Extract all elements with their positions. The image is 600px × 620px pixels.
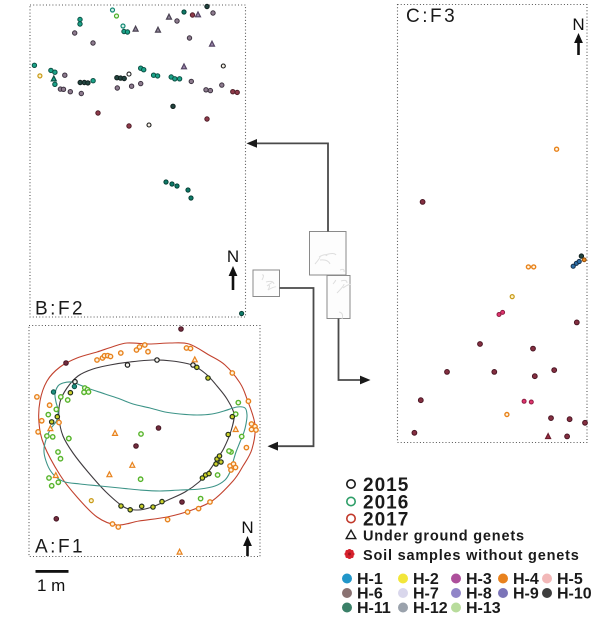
svg-text:C:F3: C:F3 bbox=[406, 6, 457, 27]
svg-text:H-10: H-10 bbox=[557, 586, 592, 603]
svg-text:H-7: H-7 bbox=[413, 586, 439, 603]
svg-text:N: N bbox=[572, 15, 584, 34]
svg-text:N: N bbox=[241, 518, 253, 537]
svg-text:H-13: H-13 bbox=[466, 600, 501, 617]
svg-text:2016: 2016 bbox=[363, 493, 409, 514]
svg-text:H-8: H-8 bbox=[466, 586, 492, 603]
svg-text:H-5: H-5 bbox=[557, 571, 583, 588]
svg-text:H-3: H-3 bbox=[466, 571, 492, 588]
svg-text:H-2: H-2 bbox=[413, 571, 439, 588]
svg-text:A:F1: A:F1 bbox=[35, 537, 85, 558]
svg-text:H-11: H-11 bbox=[357, 600, 391, 617]
svg-text:2017: 2017 bbox=[363, 510, 409, 531]
svg-text:H-9: H-9 bbox=[513, 586, 539, 603]
svg-text:H-4: H-4 bbox=[513, 571, 539, 588]
svg-text:H-6: H-6 bbox=[357, 586, 383, 603]
svg-text:2015: 2015 bbox=[363, 475, 409, 496]
svg-text:H-12: H-12 bbox=[413, 600, 448, 617]
svg-text:N: N bbox=[227, 247, 239, 266]
svg-text:Under ground genets: Under ground genets bbox=[363, 529, 525, 545]
svg-text:H-1: H-1 bbox=[357, 571, 383, 588]
svg-text:B:F2: B:F2 bbox=[35, 299, 85, 320]
svg-text:Soil samples without genets: Soil samples without genets bbox=[363, 548, 580, 564]
svg-text:1 m: 1 m bbox=[37, 576, 65, 595]
